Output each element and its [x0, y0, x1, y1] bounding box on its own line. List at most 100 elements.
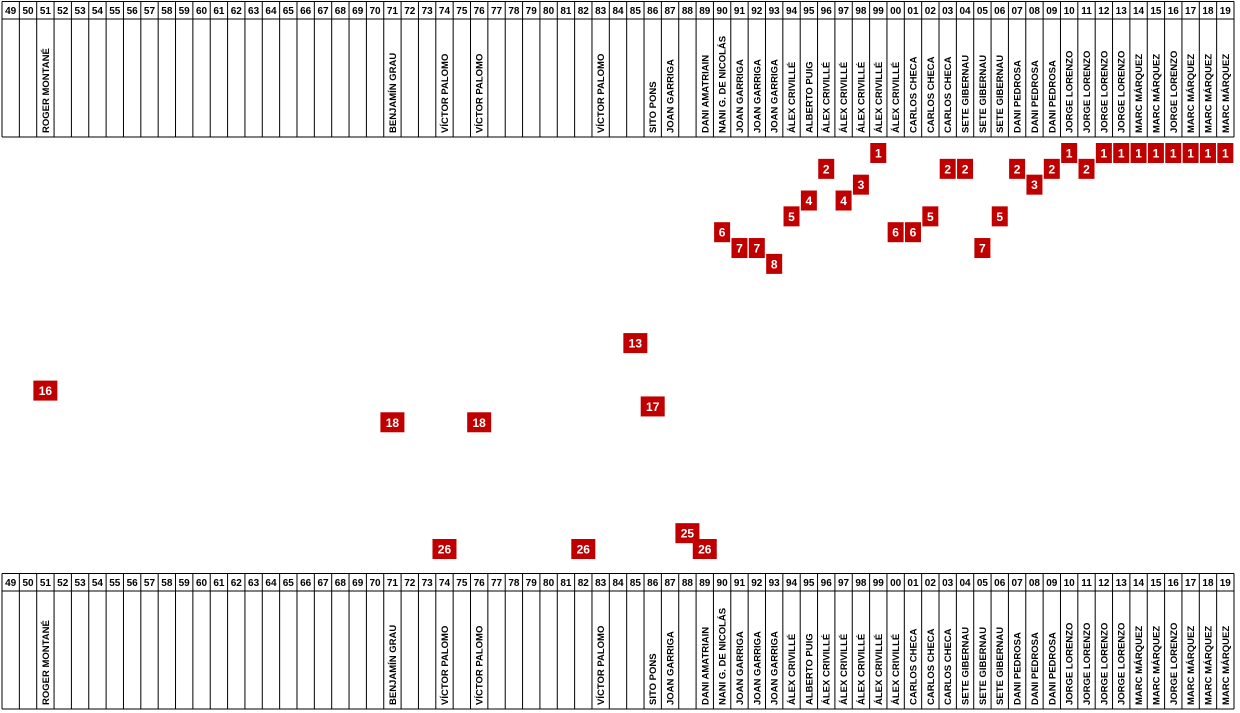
- bottom-rider-label: JOAN GARRIGA: [770, 631, 781, 705]
- top-year-label: 55: [109, 6, 121, 17]
- top-year-label: 10: [1064, 6, 1076, 17]
- bottom-year-label: 85: [630, 578, 642, 589]
- bottom-year-label: 13: [1116, 578, 1128, 589]
- top-year-label: 91: [734, 6, 746, 17]
- position-marker: [835, 190, 852, 211]
- position-marker: [1130, 143, 1147, 163]
- top-year-label: 74: [439, 6, 451, 17]
- position-marker: [467, 412, 492, 433]
- bottom-year-label: 82: [578, 578, 590, 589]
- position-marker: [1113, 143, 1130, 163]
- top-year-label: 63: [248, 6, 260, 17]
- top-year-label: 13: [1116, 6, 1128, 17]
- top-year-label: 06: [994, 6, 1006, 17]
- top-rider-label: VÍCTOR PALOMO: [475, 54, 486, 133]
- bottom-year-label: 69: [352, 578, 364, 589]
- position-marker-label: 5: [927, 210, 934, 224]
- top-rider-label: SETE GIBERNAU: [978, 55, 989, 133]
- position-marker: [766, 253, 783, 274]
- bottom-year-label: 51: [40, 578, 52, 589]
- bottom-year-label: 65: [283, 578, 295, 589]
- bottom-year-label: 17: [1185, 578, 1197, 589]
- position-marker: [957, 158, 974, 179]
- top-year-label: 67: [317, 6, 329, 17]
- position-marker: [800, 190, 817, 211]
- position-marker-label: 26: [577, 543, 591, 557]
- bottom-year-label: 90: [717, 578, 729, 589]
- bottom-year-label: 91: [734, 578, 746, 589]
- top-rider-label: DANI PEDROSA: [1030, 60, 1041, 133]
- bottom-year-label: 80: [543, 578, 555, 589]
- bottom-year-label: 62: [231, 578, 243, 589]
- bottom-year-label: 93: [769, 578, 781, 589]
- top-year-label: 68: [335, 6, 347, 17]
- position-marker-label: 13: [629, 337, 643, 351]
- top-rider-label: JORGE LORENZO: [1099, 51, 1110, 133]
- position-marker-label: 17: [646, 400, 660, 414]
- bottom-rider-label: CARLOS CHECA: [943, 628, 954, 705]
- position-marker: [432, 539, 457, 559]
- top-year-label: 81: [560, 6, 572, 17]
- bottom-year-label: 09: [1046, 578, 1058, 589]
- position-marker-label: 2: [1083, 162, 1090, 176]
- top-year-label: 93: [769, 6, 781, 17]
- bottom-year-label: 60: [196, 578, 208, 589]
- position-marker-label: 6: [910, 226, 917, 240]
- top-rider-label: JOAN GARRIGA: [770, 59, 781, 133]
- bottom-year-label: 78: [508, 578, 520, 589]
- top-year-label: 07: [1012, 6, 1024, 17]
- position-marker: [692, 539, 717, 559]
- top-year-label: 65: [283, 6, 295, 17]
- bottom-year-label: 15: [1150, 578, 1162, 589]
- position-marker: [887, 222, 904, 243]
- position-marker: [623, 333, 648, 354]
- top-rider-label: DANI PEDROSA: [1047, 60, 1058, 133]
- bottom-rider-label: ÁLEX CRIVILLÉ: [839, 634, 850, 705]
- bottom-rider-label: ROGER MONTANÉ: [41, 620, 52, 705]
- position-marker: [852, 174, 869, 195]
- position-marker-label: 25: [681, 527, 695, 541]
- bottom-year-label: 55: [109, 578, 121, 589]
- bottom-year-label: 07: [1012, 578, 1024, 589]
- bottom-year-label: 14: [1133, 578, 1145, 589]
- bottom-year-label: 03: [942, 578, 954, 589]
- position-marker: [939, 158, 956, 179]
- bottom-rider-label: MARC MÁRQUEZ: [1203, 626, 1214, 705]
- top-year-label: 86: [647, 6, 659, 17]
- top-year-label: 12: [1098, 6, 1110, 17]
- top-year-label: 60: [196, 6, 208, 17]
- top-year-label: 05: [977, 6, 989, 17]
- bottom-year-label: 97: [838, 578, 850, 589]
- top-rider-label: CARLOS CHECA: [926, 56, 937, 133]
- top-year-label: 04: [959, 6, 971, 17]
- position-marker-label: 2: [962, 162, 969, 176]
- bottom-year-label: 71: [387, 578, 399, 589]
- bottom-rider-label: JORGE LORENZO: [1082, 623, 1093, 705]
- top-rider-label: ÁLEX CRIVILLÉ: [839, 62, 850, 133]
- position-marker-label: 16: [39, 384, 53, 398]
- bottom-rider-label: ÁLEX CRIVILLÉ: [822, 634, 833, 705]
- top-year-label: 16: [1168, 6, 1180, 17]
- bottom-rider-label: SETE GIBERNAU: [978, 627, 989, 705]
- bottom-year-label: 74: [439, 578, 451, 589]
- bottom-year-label: 96: [821, 578, 833, 589]
- bottom-rider-label: VÍCTOR PALOMO: [475, 626, 486, 705]
- top-year-label: 15: [1150, 6, 1162, 17]
- top-year-label: 03: [942, 6, 954, 17]
- bottom-rider-label: SITO PONS: [648, 653, 659, 705]
- position-marker-label: 1: [1153, 147, 1160, 161]
- position-marker: [731, 238, 748, 259]
- top-year-label: 50: [22, 6, 34, 17]
- top-year-label: 61: [213, 6, 225, 17]
- position-marker: [991, 206, 1008, 227]
- position-marker: [1026, 174, 1043, 195]
- top-rider-label: ÁLEX CRIVILLÉ: [891, 62, 902, 133]
- position-marker-label: 26: [698, 543, 712, 557]
- top-year-label: 98: [855, 6, 867, 17]
- position-marker: [818, 158, 835, 179]
- top-rider-label: MARC MÁRQUEZ: [1186, 54, 1197, 133]
- bottom-rider-label: DANI PEDROSA: [1013, 632, 1024, 705]
- top-year-label: 99: [873, 6, 885, 17]
- top-year-label: 19: [1220, 6, 1232, 17]
